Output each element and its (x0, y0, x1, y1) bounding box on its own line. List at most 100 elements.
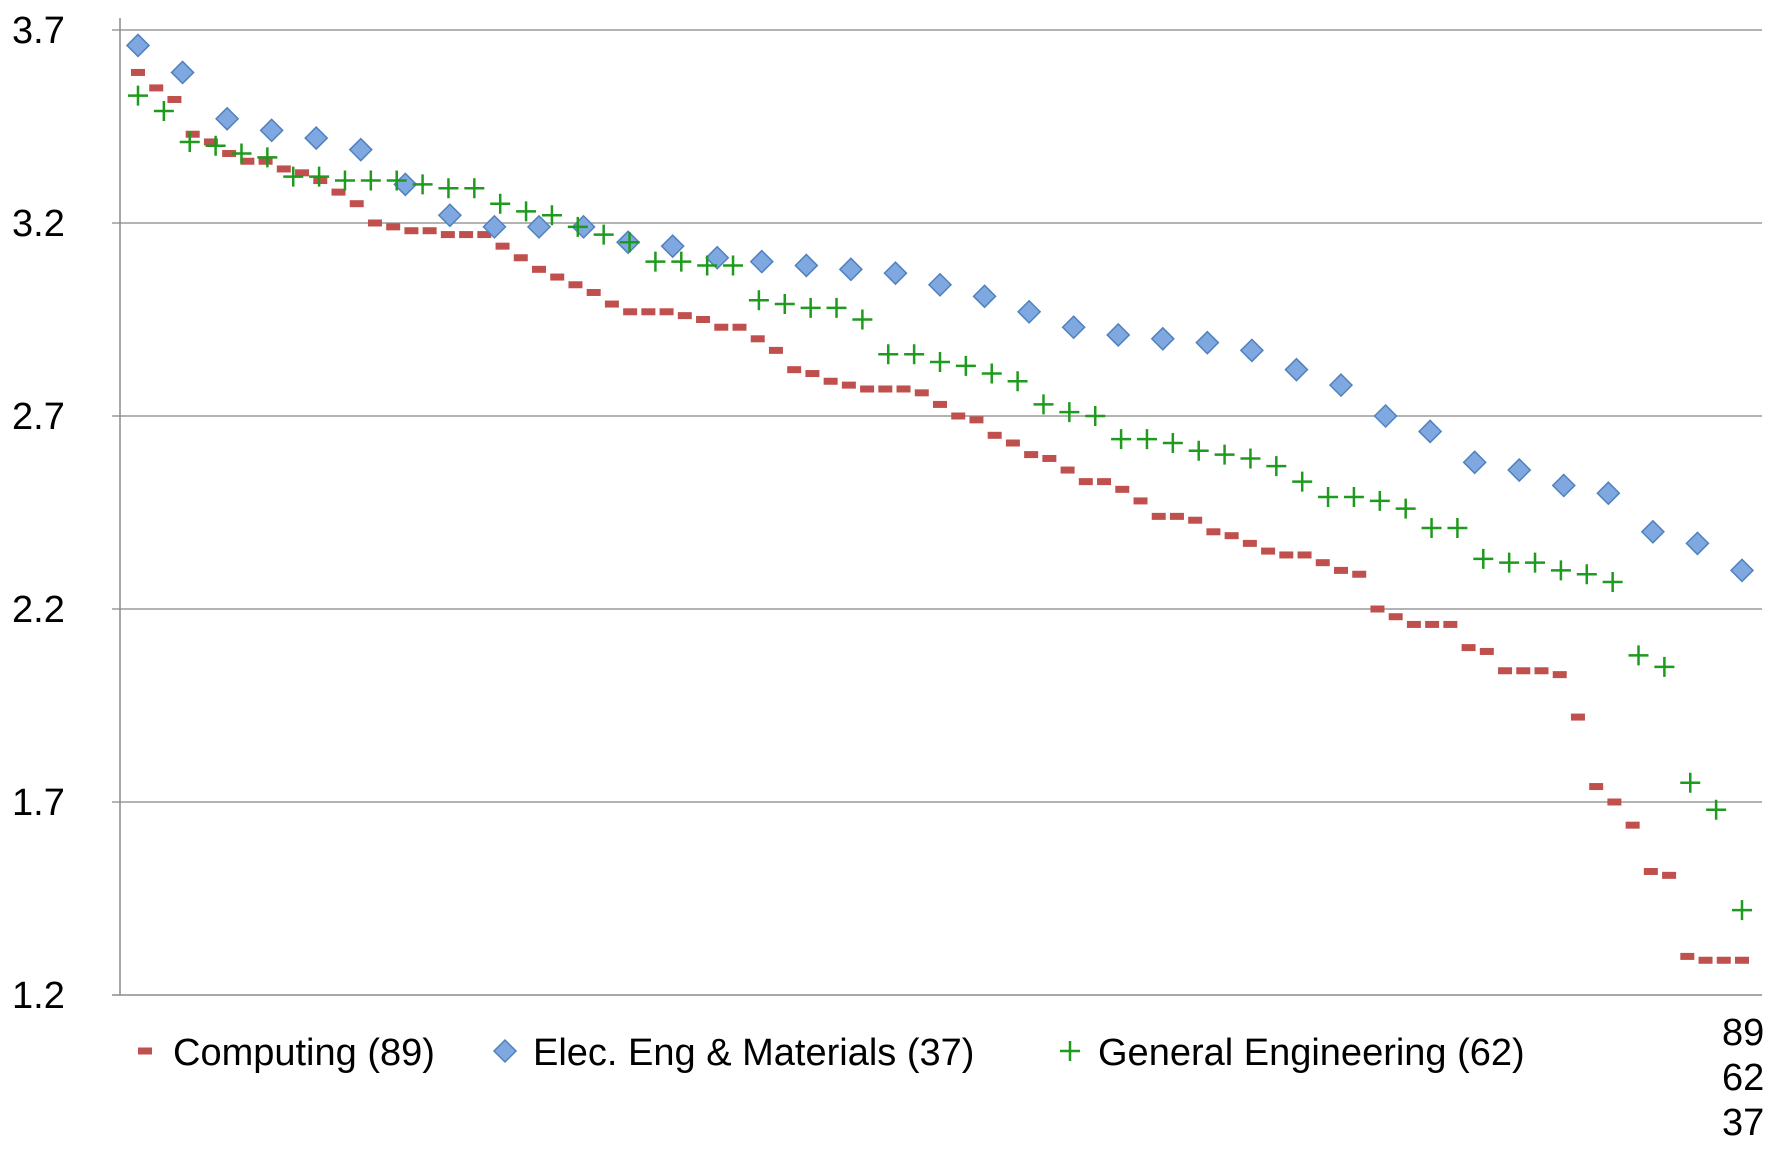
data-point-plus (1162, 433, 1183, 454)
data-point-plus (1550, 560, 1571, 581)
data-point-plus (1266, 456, 1287, 477)
data-point-dash (1498, 667, 1513, 675)
data-point-plus (153, 101, 174, 122)
series-diamond (125, 33, 1755, 583)
data-point-dash (295, 169, 310, 177)
legend-item: Elec. Eng & Materials (37) (492, 1032, 974, 1074)
data-point-plus (930, 351, 950, 372)
data-point-dash (787, 366, 802, 374)
data-point-plus (1111, 429, 1132, 450)
data-point-dash (477, 231, 492, 239)
data-point-dash (1133, 497, 1148, 505)
data-point-plus (386, 170, 407, 191)
data-point-dash (367, 219, 382, 227)
data-point-plus (1188, 440, 1209, 461)
data-point-dash (138, 1047, 152, 1055)
data-point-diamond (1017, 299, 1042, 324)
data-point-dash (914, 389, 929, 397)
data-point-plus (464, 178, 485, 199)
data-point-dash (1224, 532, 1239, 540)
data-point-plus (904, 344, 925, 365)
data-point-dash (258, 157, 273, 165)
data-point-diamond (304, 126, 329, 151)
data-point-plus (334, 170, 355, 191)
y-tick-label: 1.7 (12, 782, 65, 824)
data-point-dash (1662, 871, 1677, 879)
data-point-diamond (1596, 481, 1621, 506)
data-point-plus (878, 344, 899, 365)
y-tick-label: 3.7 (12, 10, 65, 52)
data-point-plus (1525, 552, 1546, 573)
data-point-dash (459, 231, 474, 239)
legend-item: General Engineering (62) (1060, 1032, 1525, 1074)
data-point-diamond (526, 214, 552, 239)
data-point-plus (360, 170, 381, 191)
data-point-diamond (1150, 326, 1175, 351)
data-point-diamond (1507, 457, 1532, 483)
data-point-diamond (1640, 519, 1665, 544)
data-point-plus (490, 193, 511, 214)
end-label: 62 (1722, 1057, 1764, 1099)
data-point-dash (732, 323, 747, 331)
data-point-dash (1406, 620, 1421, 628)
data-point-diamond (125, 33, 151, 58)
end-label: 89 (1722, 1012, 1764, 1054)
data-point-diamond (1418, 419, 1443, 444)
data-point-dash (149, 84, 164, 92)
data-point-plus (800, 297, 821, 318)
legend-label: Computing (89) (173, 1032, 435, 1074)
legend: Computing (89) Elec. Eng & Materials (37)… (138, 1032, 1525, 1074)
data-point-dash (1060, 466, 1075, 474)
data-point-dash (933, 400, 947, 408)
data-point-dash (1680, 952, 1695, 960)
data-point-diamond (170, 60, 195, 85)
data-point-diamond (437, 203, 462, 228)
data-point-plus (309, 166, 330, 187)
data-point-dash (696, 316, 711, 323)
data-point-dash (331, 188, 346, 196)
data-point-dash (987, 431, 1002, 439)
y-tick-label: 1.2 (12, 975, 65, 1017)
data-point-dash (532, 265, 546, 273)
data-point-dash (240, 157, 255, 165)
data-point-dash (768, 346, 783, 354)
data-point-dash (513, 254, 528, 262)
data-point-plus (723, 255, 744, 276)
data-point-dash (823, 377, 838, 385)
data-point-dash (1024, 451, 1039, 459)
data-point-plus (1602, 571, 1623, 592)
data-point-dash (1352, 570, 1367, 578)
data-point-dash (860, 385, 875, 393)
data-point-diamond (259, 118, 284, 143)
data-point-plus (1060, 1041, 1080, 1061)
data-point-plus (1706, 799, 1727, 820)
data-point-dash (1297, 551, 1312, 559)
data-point-dash (1735, 956, 1749, 964)
data-point-dash (896, 385, 911, 393)
data-point-plus (852, 309, 873, 330)
data-point-dash (1625, 821, 1640, 829)
data-point-plus (1318, 487, 1339, 508)
data-point-plus (619, 232, 640, 253)
data-point-plus (1421, 517, 1442, 538)
data-point-plus (1136, 429, 1157, 450)
data-point-dash (222, 150, 237, 158)
data-point-dash (969, 416, 984, 424)
gridlines (112, 29, 1762, 996)
y-tick-label: 2.2 (12, 589, 65, 631)
data-point-plus (205, 135, 226, 156)
data-point-dash (167, 95, 182, 103)
end-label: 37 (1722, 1102, 1764, 1144)
data-point-plus (774, 294, 795, 315)
data-point-dash (1334, 566, 1348, 574)
series-plus (128, 85, 1752, 921)
data-point-dash (1479, 647, 1494, 655)
data-point-diamond (883, 261, 908, 286)
data-point-dash (1589, 783, 1604, 791)
data-point-plus (1369, 490, 1390, 511)
data-point-dash (1242, 539, 1257, 547)
data-point-diamond (749, 249, 774, 274)
data-point-diamond (1729, 558, 1755, 583)
